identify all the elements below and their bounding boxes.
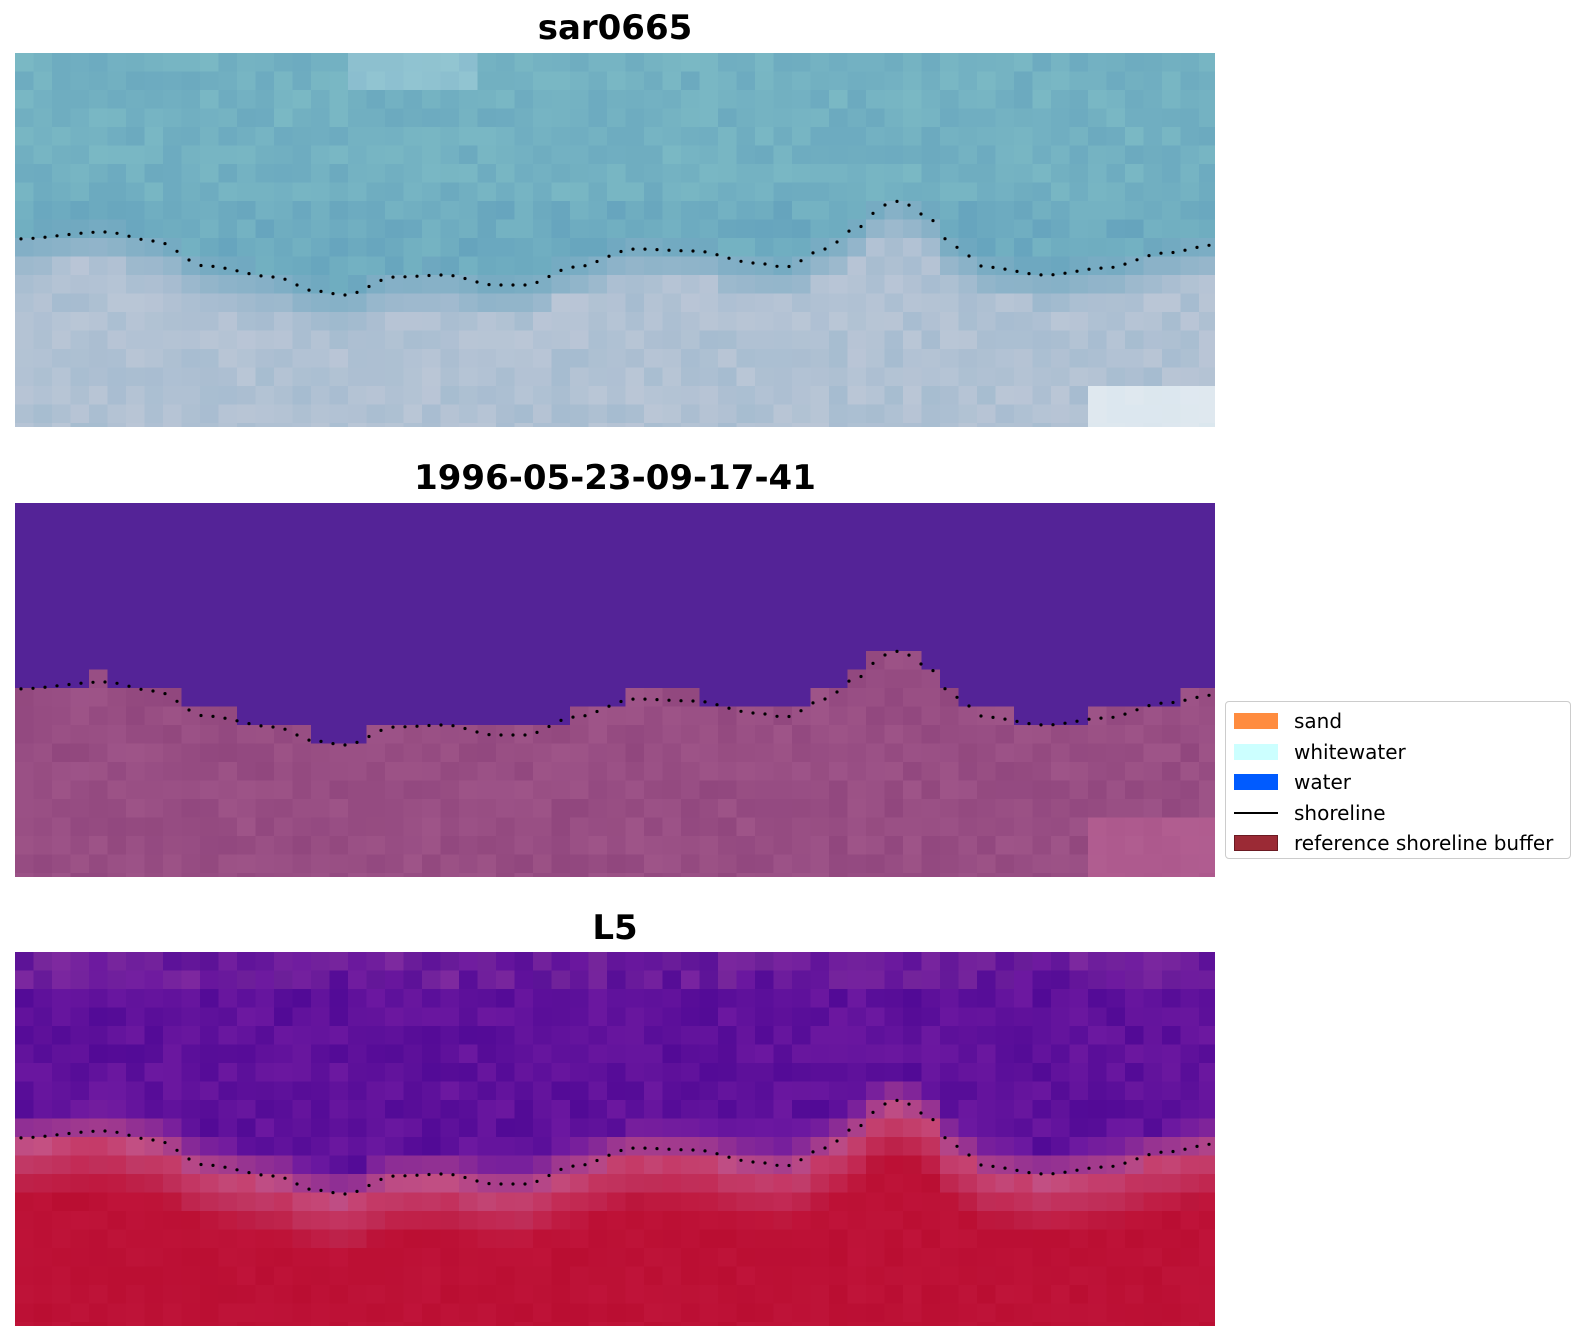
sand-swatch <box>1234 713 1278 730</box>
rgb-image-panel <box>15 53 1215 427</box>
legend-label: whitewater <box>1294 739 1406 764</box>
rgb-image <box>15 53 1215 427</box>
classified-image <box>15 503 1215 877</box>
panel-title-rgb: sar0665 <box>537 8 693 48</box>
legend-item-sand: sand <box>1234 706 1562 737</box>
legend: sand whitewater water shoreline referenc… <box>1225 701 1571 859</box>
panel-title-index: L5 <box>592 908 638 948</box>
legend-label: shoreline <box>1294 800 1386 825</box>
whitewater-swatch <box>1234 743 1278 760</box>
index-image <box>15 952 1215 1326</box>
water-swatch <box>1234 774 1278 791</box>
classified-image-panel <box>15 503 1215 877</box>
legend-label: reference shoreline buffer <box>1294 831 1554 856</box>
shoreline-swatch <box>1234 811 1278 814</box>
legend-item-water: water <box>1234 767 1562 798</box>
shoreline-dots <box>19 649 1211 747</box>
shoreline-dots <box>19 199 1211 297</box>
legend-item-whitewater: whitewater <box>1234 737 1562 768</box>
reference-buffer-swatch <box>1234 835 1278 852</box>
index-image-panel <box>15 952 1215 1326</box>
legend-label: sand <box>1294 709 1343 734</box>
legend-item-reference-buffer: reference shoreline buffer <box>1234 828 1562 859</box>
legend-label: water <box>1294 770 1351 795</box>
panel-title-classified: 1996-05-23-09-17-41 <box>414 458 816 498</box>
shoreline-dots <box>19 1098 1211 1196</box>
legend-item-shoreline: shoreline <box>1234 798 1562 829</box>
